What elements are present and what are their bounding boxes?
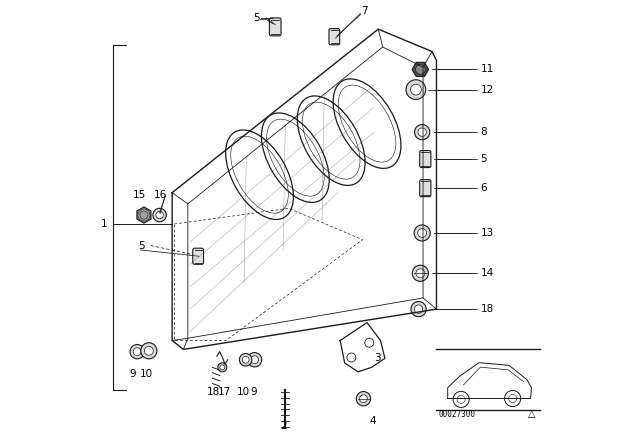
- Text: 1: 1: [100, 219, 107, 229]
- Circle shape: [410, 84, 421, 95]
- Circle shape: [411, 302, 426, 317]
- Text: 8: 8: [481, 127, 487, 137]
- Circle shape: [145, 346, 154, 355]
- Circle shape: [418, 228, 427, 237]
- Text: 5: 5: [138, 241, 145, 250]
- Text: 4: 4: [369, 416, 376, 426]
- Circle shape: [415, 125, 430, 140]
- Circle shape: [156, 211, 163, 219]
- Text: 3: 3: [374, 353, 380, 363]
- Text: 10: 10: [140, 369, 152, 379]
- Circle shape: [412, 265, 428, 281]
- Circle shape: [251, 356, 259, 364]
- Circle shape: [356, 392, 371, 406]
- FancyBboxPatch shape: [420, 180, 431, 197]
- FancyBboxPatch shape: [193, 248, 204, 264]
- Circle shape: [242, 356, 249, 363]
- Text: 5: 5: [481, 154, 487, 164]
- Text: 11: 11: [481, 65, 493, 74]
- Circle shape: [133, 348, 141, 356]
- Text: △: △: [529, 409, 536, 419]
- Circle shape: [414, 225, 430, 241]
- Text: 16: 16: [154, 190, 166, 200]
- Text: 12: 12: [481, 85, 493, 95]
- Circle shape: [248, 353, 262, 367]
- FancyBboxPatch shape: [420, 151, 431, 168]
- Text: 7: 7: [361, 6, 367, 16]
- Circle shape: [220, 365, 225, 370]
- Circle shape: [406, 80, 426, 99]
- Text: 17: 17: [218, 387, 231, 397]
- Circle shape: [153, 208, 166, 222]
- Circle shape: [418, 128, 426, 136]
- Text: 6: 6: [481, 183, 487, 193]
- Text: 2: 2: [280, 421, 287, 431]
- Text: 18: 18: [481, 304, 493, 314]
- FancyBboxPatch shape: [329, 29, 340, 45]
- Polygon shape: [137, 207, 151, 223]
- Text: 10: 10: [237, 387, 250, 397]
- Text: 5: 5: [253, 13, 259, 23]
- Circle shape: [130, 345, 145, 359]
- Text: 9: 9: [129, 369, 136, 379]
- FancyBboxPatch shape: [269, 18, 281, 36]
- Circle shape: [141, 343, 157, 359]
- Circle shape: [414, 305, 423, 313]
- Text: 18: 18: [207, 387, 220, 397]
- Circle shape: [239, 353, 252, 366]
- Circle shape: [218, 363, 227, 372]
- Text: 15: 15: [133, 190, 147, 200]
- Text: 14: 14: [481, 268, 493, 278]
- Circle shape: [360, 395, 367, 403]
- Circle shape: [416, 269, 425, 278]
- Text: 9: 9: [250, 387, 257, 397]
- Circle shape: [415, 65, 425, 74]
- Text: 13: 13: [481, 228, 493, 238]
- Polygon shape: [412, 62, 428, 77]
- Text: 00027300: 00027300: [439, 410, 476, 419]
